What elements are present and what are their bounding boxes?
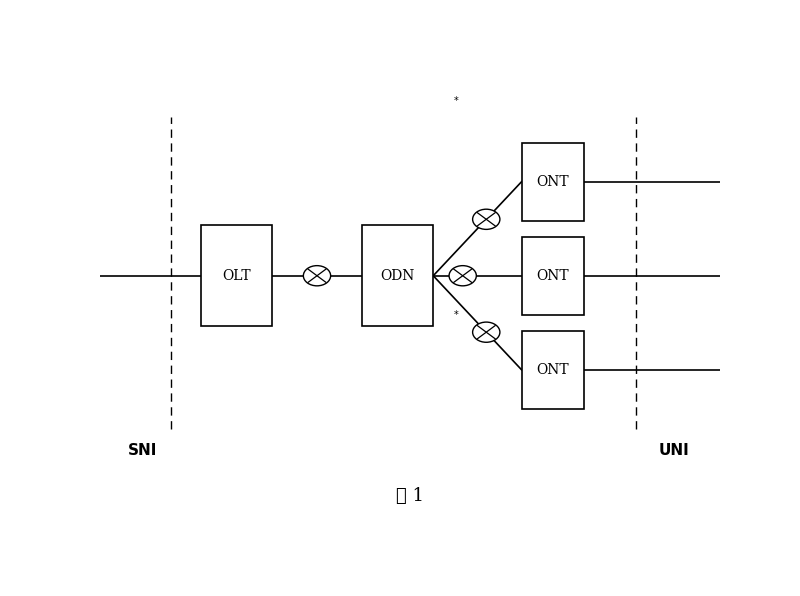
Bar	[522, 142, 583, 221]
Circle shape	[303, 266, 330, 286]
Text: ODN: ODN	[381, 269, 414, 283]
Text: 图 1: 图 1	[396, 487, 424, 505]
Text: ONT: ONT	[536, 363, 569, 377]
Text: OLT: OLT	[222, 269, 250, 283]
Circle shape	[473, 209, 500, 229]
Circle shape	[449, 266, 476, 286]
Bar	[201, 225, 272, 326]
Circle shape	[473, 322, 500, 342]
Text: SNI: SNI	[127, 443, 157, 458]
Text: *: *	[454, 310, 459, 319]
Text: ONT: ONT	[536, 175, 569, 189]
Bar	[522, 331, 583, 409]
Text: UNI: UNI	[658, 443, 689, 458]
Bar	[362, 225, 434, 326]
Bar	[522, 237, 583, 315]
Text: ONT: ONT	[536, 269, 569, 283]
Text: *: *	[454, 97, 459, 106]
